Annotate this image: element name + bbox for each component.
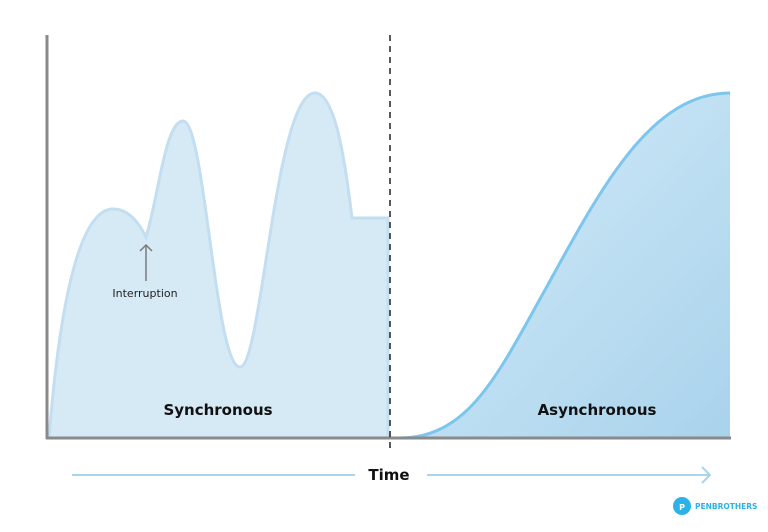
svg-text:P: P	[679, 503, 685, 512]
synchronous-label: Synchronous	[163, 401, 272, 419]
interruption-arrow-icon	[139, 243, 153, 281]
asynchronous-label: Asynchronous	[538, 401, 657, 419]
asynchronous-area	[400, 93, 730, 438]
time-label: Time	[368, 466, 409, 484]
penbrothers-logo: P PENBROTHERS	[673, 497, 757, 515]
interruption-label: Interruption	[112, 287, 177, 300]
synchronous-area	[47, 91, 390, 440]
time-arrowhead-icon	[701, 466, 712, 484]
asynchronous-curve	[399, 91, 731, 440]
brand-name: PENBROTHERS	[695, 502, 757, 511]
